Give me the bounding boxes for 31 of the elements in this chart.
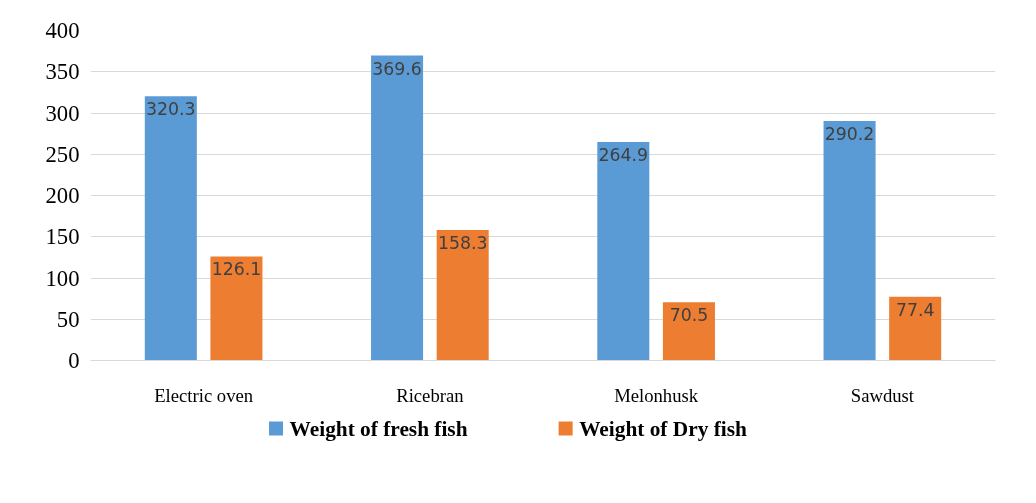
data-label: 158.3 [437, 232, 488, 253]
y-tick-label: 100 [45, 265, 80, 291]
bar [823, 121, 876, 361]
legend-label: Weight of fresh fish [289, 416, 468, 441]
y-tick-label: 250 [45, 141, 80, 167]
x-tick-label: Melonhusk [614, 384, 699, 406]
y-tick-label: 350 [45, 59, 80, 85]
data-label: 126.1 [211, 259, 262, 280]
data-label: 77.4 [895, 299, 935, 320]
bar [597, 141, 650, 361]
x-tick-label: Sawdust [850, 384, 915, 406]
y-tick-label: 50 [56, 306, 80, 332]
y-tick-label: 150 [45, 224, 80, 250]
data-label: 369.6 [372, 58, 422, 79]
data-label: 264.9 [598, 144, 649, 165]
data-label: 70.5 [669, 305, 709, 326]
bar [889, 296, 942, 361]
bar [210, 256, 263, 361]
bar [662, 302, 715, 361]
y-tick-label: 300 [45, 100, 80, 126]
bar [371, 55, 424, 361]
bar [144, 96, 197, 361]
bar [436, 229, 489, 361]
legend-label: Weight of Dry fish [579, 416, 747, 441]
y-tick-label: 200 [45, 183, 80, 208]
y-tick-label: 400 [45, 18, 80, 43]
x-tick-label: Electric oven [154, 384, 254, 406]
x-tick-label: Ricebran [396, 384, 465, 406]
y-tick-label: 0 [68, 348, 80, 373]
data-label: 290.2 [824, 124, 875, 145]
data-label: 320.3 [146, 99, 196, 120]
